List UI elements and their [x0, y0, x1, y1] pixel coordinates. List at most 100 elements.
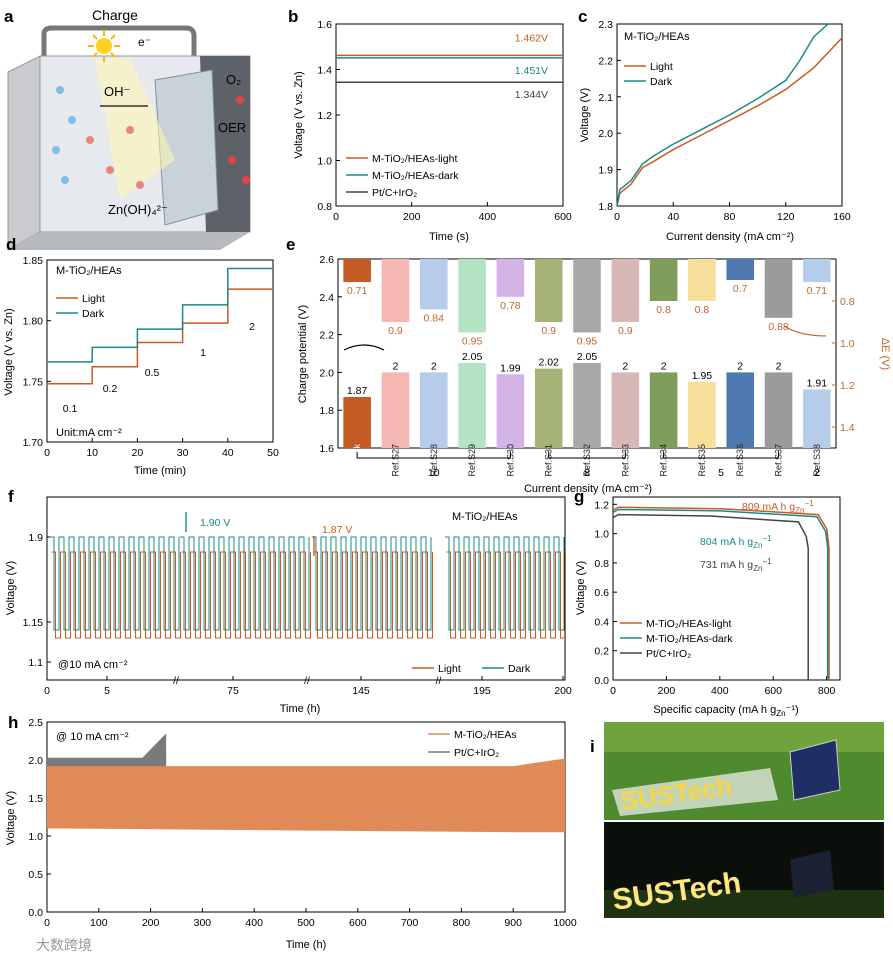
panel-e-category-label: Ref.S32: [582, 444, 592, 477]
panel-g-xtick-label: 400: [711, 685, 729, 697]
panel-g-capacity-sup: −1: [762, 534, 772, 543]
panel-d-series-line: [47, 267, 273, 363]
panel-g-xtick-label: 200: [658, 685, 676, 697]
panel-f: f 1.9 1.15 1.1 0 5 75 145 195 200 Light Dark // // //…: [5, 487, 572, 715]
panel-e-charge-bar: [726, 372, 755, 448]
panel-a: a Charge e⁻ OH⁻ O₂ OER Zn(OH)₄²⁻: [4, 7, 251, 251]
panel-g-legend-label: M-TiO₂/HEAs-dark: [646, 633, 733, 645]
panel-c-ytick-label: 1.9: [598, 165, 613, 177]
panel-b-ytick-label: 0.8: [317, 201, 332, 213]
panel-g-series-line: [612, 508, 829, 680]
panel-e-delta-label: 0.7: [733, 283, 748, 295]
electron-label: e⁻: [138, 35, 151, 49]
panel-f-legend-label: Dark: [508, 663, 531, 675]
panel-h-xlabel: Time (h): [286, 939, 327, 951]
panel-e-charge-bar: [496, 374, 525, 448]
panel-d-ytick-label: 1.80: [23, 316, 44, 328]
panel-g-capacity-label: 804 mA h gZn−1: [700, 534, 772, 550]
panel-e-delta-bar: [458, 259, 486, 333]
panel-e-delta-label: 0.9: [388, 325, 403, 337]
panel-e-delta-label: 0.9: [541, 325, 556, 337]
panel-e-charge-bar: [458, 362, 486, 448]
panel-d-ylabel: Voltage (V vs. Zn): [3, 308, 15, 395]
panel-e-delta-bar: [343, 259, 371, 283]
panel-f-axis-break: //: [436, 675, 442, 687]
panel-f-series-line: [181, 551, 311, 639]
panel-d-xtick-label: 30: [177, 447, 189, 459]
panel-f-xtick-label: 0: [44, 685, 50, 697]
o2-label: O₂: [226, 72, 241, 87]
panel-c-xtick-label: 120: [777, 211, 795, 223]
panel-c-ytick-label: 2.2: [598, 55, 613, 67]
panel-d-xlabel: Time (min): [134, 465, 186, 477]
panel-b-legend-label: M-TiO₂/HEAs-light: [372, 153, 457, 165]
panel-e-charge-label: 2.05: [577, 351, 598, 363]
panel-e-charge-label: 2.02: [538, 357, 559, 369]
panel-c-xtick-label: 160: [833, 211, 851, 223]
panel-e-delta-bar: [419, 259, 448, 310]
panel-f-axis-break: //: [173, 675, 179, 687]
panel-g-ytick-label: 0.2: [594, 646, 609, 658]
panel-e-ylabel: Charge potential (V): [297, 305, 309, 403]
panel-e-charge-label: 1.95: [692, 370, 713, 382]
panel-h-xtick-label: 700: [401, 917, 419, 929]
panel-h-label: h: [8, 713, 18, 732]
panel-i-label: i: [590, 737, 595, 756]
panel-c-xtick-label: 0: [614, 211, 620, 223]
panel-c-title: M-TiO₂/HEAs: [624, 31, 690, 43]
panel-h-legend-label: Pt/C+IrO₂: [454, 747, 499, 759]
panel-e-charge-bar: [803, 389, 831, 448]
panel-e-ytick-label: 2.6: [319, 254, 334, 266]
panel-d-ytick-label: 1.75: [23, 376, 44, 388]
panel-h-xtick-label: 300: [194, 917, 212, 929]
panel-g-ytick-label: 0.8: [594, 558, 609, 570]
panel-f-series-line: [445, 536, 565, 631]
panel-c-series-line: [616, 23, 829, 207]
panel-f-annotation: 1.87 V: [322, 524, 352, 536]
panel-f-title: M-TiO₂/HEAs: [452, 511, 518, 523]
panel-h-xtick-label: 800: [453, 917, 471, 929]
panel-d-frame: [46, 259, 274, 443]
panel-d-label: d: [6, 235, 16, 254]
panel-f-ytick-label: 1.15: [23, 617, 44, 629]
panel-g-frame: [612, 496, 841, 681]
panel-e-charge-bar: [573, 362, 601, 448]
battery-floor: [8, 232, 250, 250]
ions-group: [52, 86, 250, 189]
panel-b-xlabel: Time (s): [429, 231, 469, 243]
panel-e-delta-label: 0.78: [500, 300, 521, 312]
panel-h-main-band: [47, 758, 565, 833]
panel-g-ytick-label: 0.0: [594, 675, 609, 687]
panel-f-series-line: [446, 551, 566, 639]
panel-e-charge-label: 2: [622, 360, 628, 372]
panel-h-ytick-label: 0.5: [28, 869, 43, 881]
panel-d-legend-label: Dark: [82, 308, 105, 320]
oer-label: OER: [218, 120, 246, 135]
panel-e-ytick-label: 2.0: [319, 367, 334, 379]
panel-e-category-label: Ref.S27: [390, 444, 400, 477]
panel-f-series-line: [180, 536, 310, 631]
panel-c-xtick-label: 40: [667, 211, 679, 223]
panel-e-delta-label: 0.84: [424, 312, 445, 324]
panel-h-xtick-label: 200: [142, 917, 160, 929]
panel-e: e 1.61.82.02.22.42.60.81.01.21.41.870.71…: [286, 235, 891, 495]
panel-d-series-line: [47, 288, 273, 385]
panel-f-series-line: [50, 536, 180, 631]
panel-e-xlabel: Current density (mA cm⁻²): [524, 483, 652, 495]
panel-e-charge-label: 2: [661, 360, 667, 372]
panel-f-series-line: [51, 551, 181, 639]
panel-d-plot: 0 10 20 30 40 50 1.70 1.75 1.80 1.85 Light Dark 0.1 0…: [23, 255, 279, 459]
panel-e-y2tick-label: 1.4: [840, 422, 855, 434]
light-beam: [95, 58, 175, 200]
panel-e-plot: 1.6 1.8 2.0 2.2 2.4 2.6 0.8 1.0 1.2 1.4 1.87 0.71 Th…: [319, 254, 854, 483]
panel-e-label: e: [286, 235, 295, 254]
charge-label: Charge: [92, 7, 138, 23]
panel-d: d 0 10 20 30 40 50 1.70 1.75 1.80 1.85 Light Dark 0.…: [3, 235, 279, 477]
panel-g-capacity-sub: Zn: [753, 564, 762, 573]
panel-d-step-label: 0.5: [145, 367, 160, 379]
panel-e-delta-bar: [573, 259, 601, 333]
panel-c-ytick-label: 2.3: [598, 19, 613, 31]
watermark: 大数跨境: [36, 937, 92, 953]
panel-c-label: c: [578, 7, 587, 26]
panel-d-ytick-label: 1.70: [23, 437, 44, 449]
